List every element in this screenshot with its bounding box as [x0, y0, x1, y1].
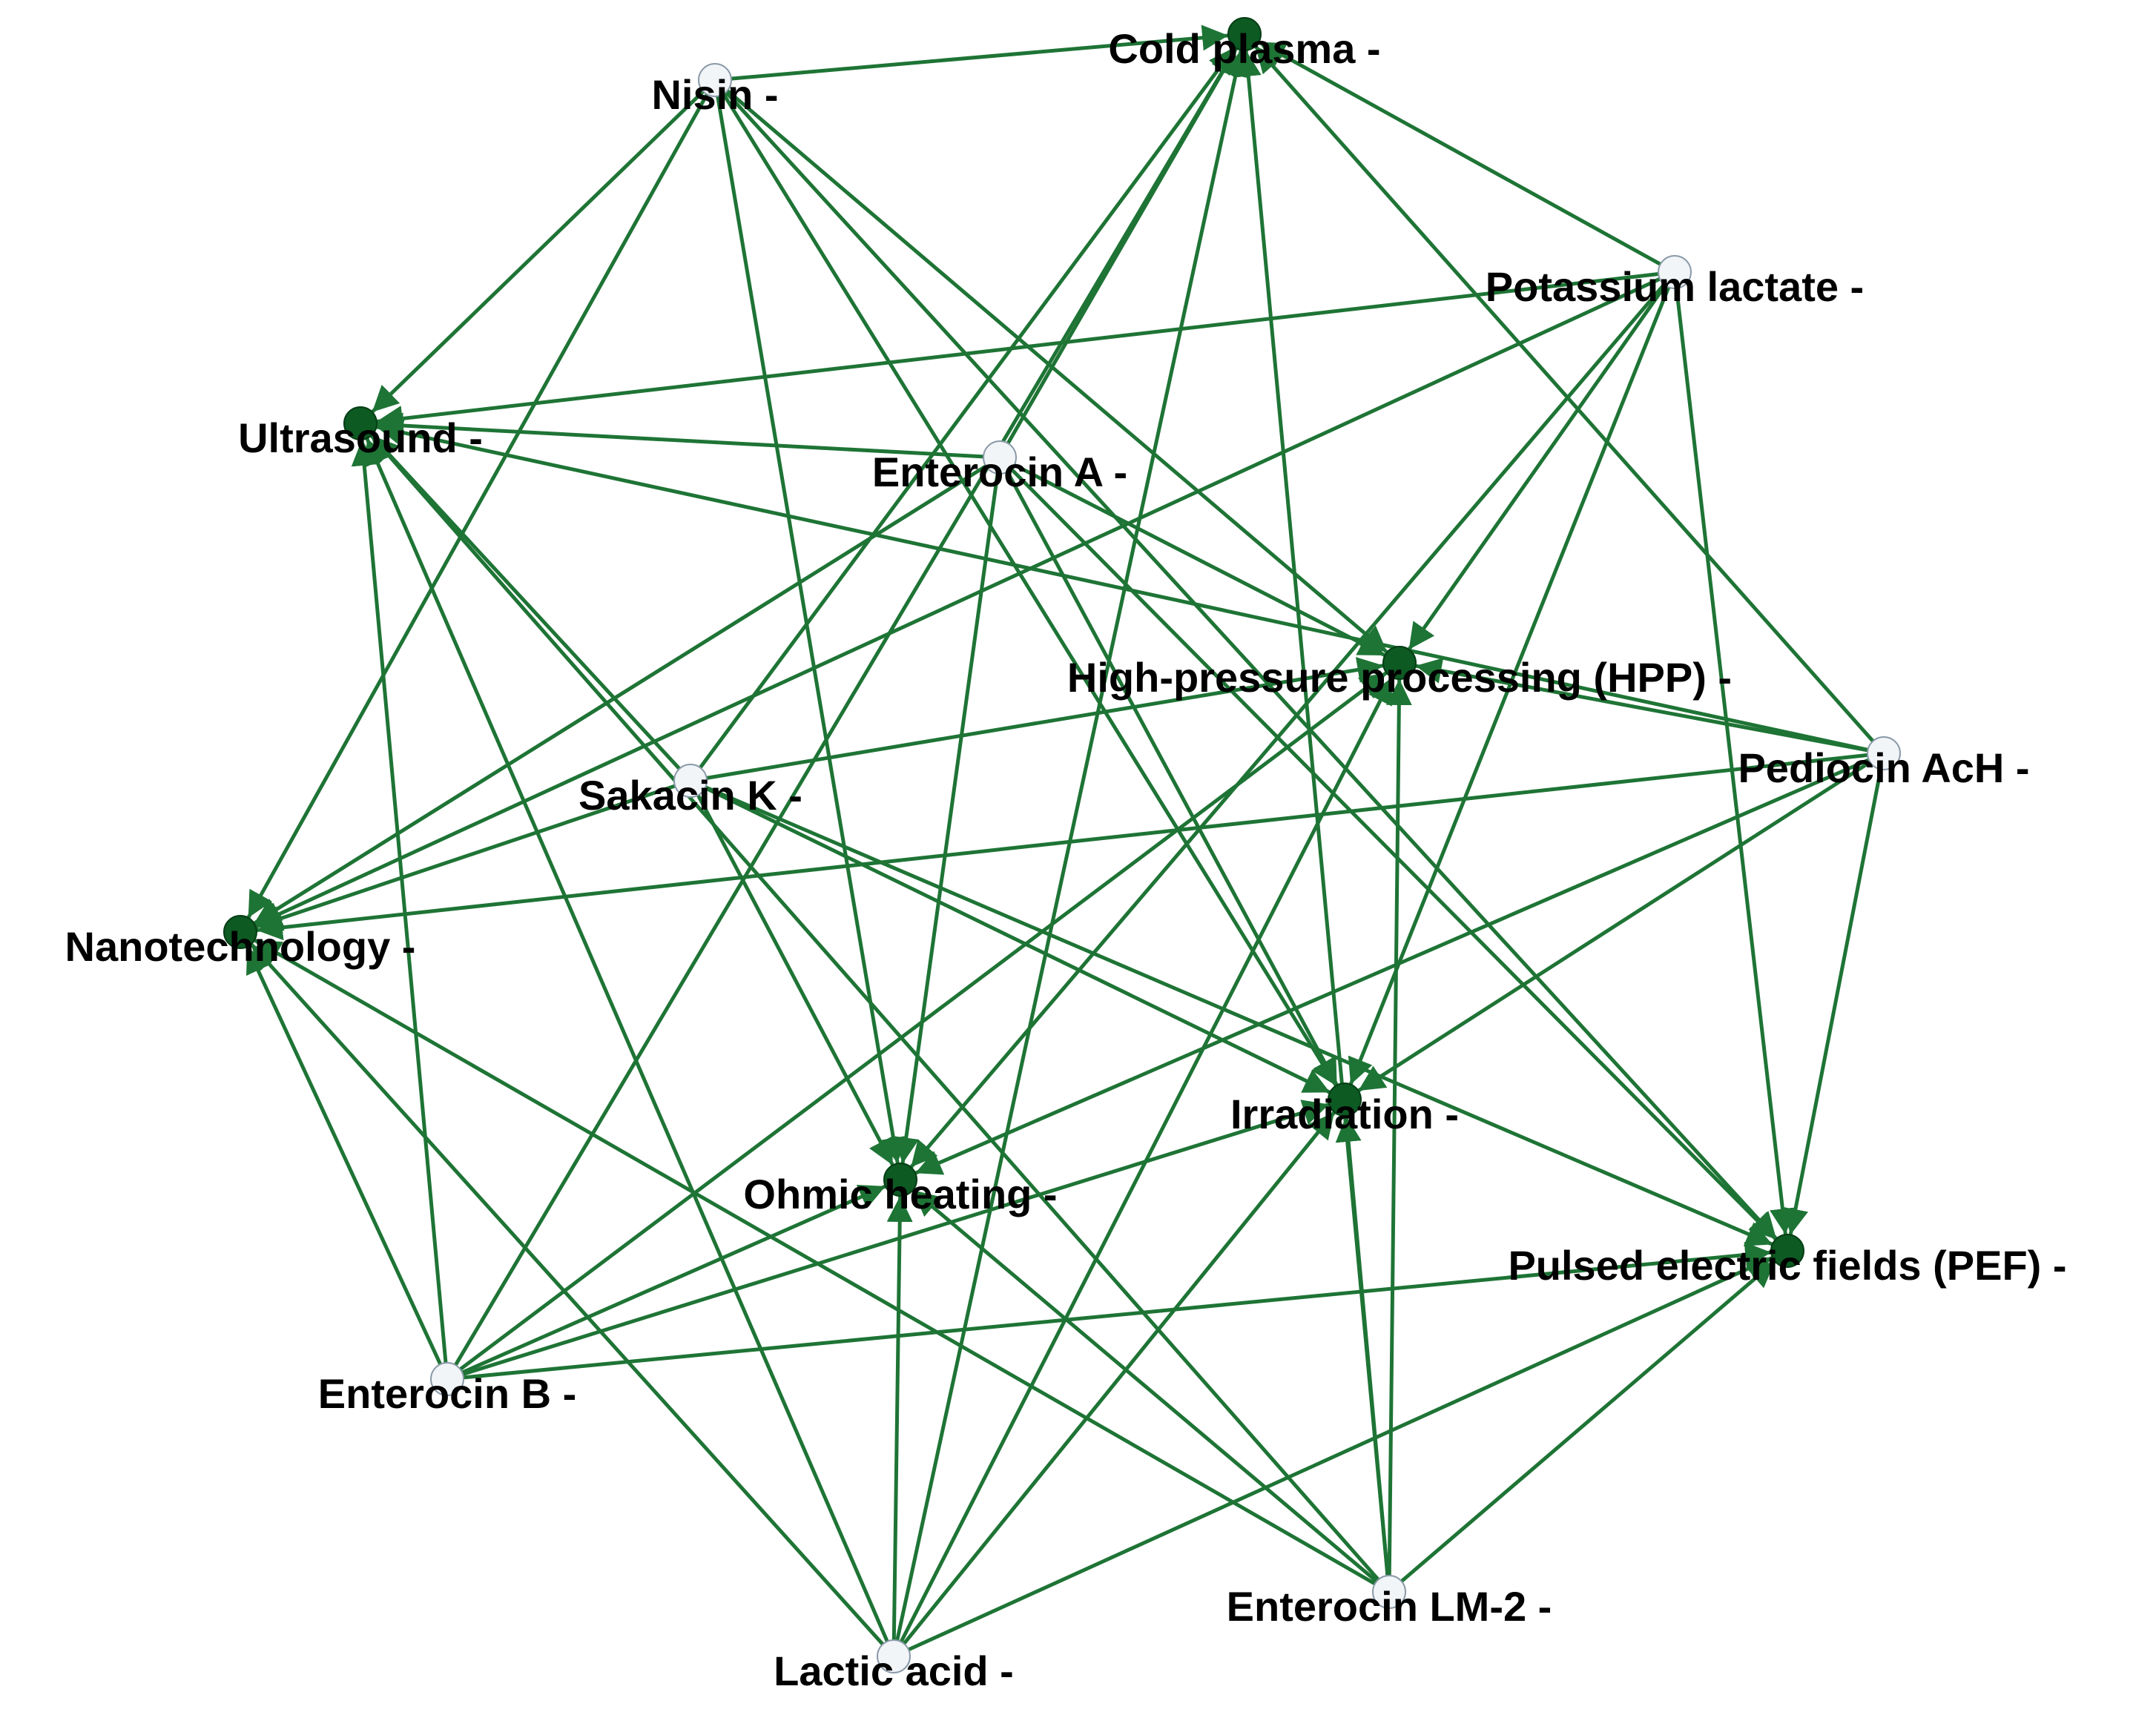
- edge: [731, 24, 1229, 81]
- edge: [907, 1255, 1774, 1652]
- nodes: [223, 17, 1901, 1673]
- node-label: Enterocin A -: [872, 449, 1127, 495]
- node-label: Pediocin AcH -: [1738, 744, 2029, 791]
- edge: [462, 1100, 1330, 1376]
- edge: [351, 439, 448, 1364]
- edge: [705, 785, 1773, 1246]
- edge: [256, 753, 1868, 941]
- node-label: High-pressure processing (HPP) -: [1067, 654, 1732, 701]
- edge: [1258, 40, 1661, 266]
- edge: [1253, 44, 1875, 743]
- edge: [902, 1111, 1336, 1645]
- edge: [1400, 1260, 1776, 1583]
- edge: [454, 47, 1238, 1366]
- edge: [699, 46, 1236, 769]
- edge: [1782, 769, 1883, 1235]
- edge: [914, 758, 1870, 1175]
- node-label: Enterocin LM-2 -: [1227, 1583, 1552, 1630]
- source-node: [698, 63, 732, 97]
- node-label: Lactic acid -: [774, 1647, 1014, 1694]
- labels: Nisin - Potassium lactate - Enterocin A - P…: [65, 25, 2067, 1694]
- edge: [725, 90, 1778, 1240]
- edge: [1675, 288, 1796, 1235]
- source-node: [430, 1362, 464, 1396]
- node-label: Ultrasound -: [238, 414, 483, 461]
- edge: [375, 419, 1869, 752]
- edge: [899, 676, 1394, 1643]
- source-node: [983, 440, 1017, 475]
- source-node: [673, 764, 708, 798]
- source-node: [1658, 255, 1692, 289]
- edge: [1357, 760, 1871, 1093]
- edge: [365, 437, 889, 1642]
- edge: [376, 412, 984, 459]
- node-label: Nanotechnology -: [65, 923, 416, 970]
- source-node: [1867, 736, 1901, 770]
- target-node: [883, 1163, 917, 1197]
- edge: [706, 657, 1384, 780]
- edge: [696, 794, 894, 1166]
- edge: [886, 1195, 913, 1641]
- edge: [371, 90, 705, 414]
- target-node: [1328, 1083, 1362, 1117]
- edge: [253, 464, 987, 925]
- edge: [895, 49, 1249, 1642]
- target-node: [343, 406, 378, 440]
- target-node: [1382, 646, 1417, 680]
- edge: [245, 945, 443, 1366]
- node-label: Cold plasma -: [1108, 25, 1380, 72]
- edge: [722, 93, 1338, 1087]
- target-node: [1770, 1234, 1804, 1268]
- edge: [255, 784, 676, 931]
- edges: [245, 24, 1883, 1652]
- edge: [1385, 678, 1412, 1576]
- edge: [704, 786, 1331, 1094]
- node-label: Enterocin B -: [318, 1370, 576, 1417]
- edge: [369, 434, 1380, 1582]
- edge: [459, 671, 1388, 1371]
- edge: [911, 1189, 1378, 1583]
- edge: [716, 96, 906, 1164]
- edge: [246, 93, 709, 919]
- edge: [1006, 471, 1339, 1086]
- node-label: Ohmic heating -: [743, 1171, 1057, 1217]
- node-label: Potassium lactate -: [1486, 263, 1864, 310]
- target-node: [223, 915, 257, 949]
- edge: [1009, 467, 1778, 1241]
- edge: [249, 942, 885, 1646]
- edge: [461, 1184, 886, 1375]
- node-label: Sakacin K -: [578, 772, 802, 819]
- edge: [253, 938, 1377, 1586]
- edge: [370, 434, 681, 770]
- edge: [1335, 1115, 1390, 1576]
- edge: [1415, 658, 1868, 753]
- edge: [726, 89, 1388, 654]
- node-label: Pulsed electric fields (PEF) -: [1508, 1242, 2066, 1289]
- edge: [1407, 284, 1667, 651]
- source-node: [1372, 1575, 1406, 1609]
- edge: [463, 1242, 1772, 1380]
- edge: [376, 272, 1659, 432]
- source-node: [877, 1639, 911, 1673]
- edge: [909, 283, 1666, 1169]
- node-label: Irradiation -: [1230, 1091, 1459, 1137]
- edge: [1013, 463, 1386, 658]
- node-label: Nisin -: [651, 71, 778, 118]
- edge: [1348, 286, 1671, 1085]
- target-node: [1227, 17, 1262, 51]
- edge: [893, 473, 1000, 1164]
- edge: [254, 277, 1661, 928]
